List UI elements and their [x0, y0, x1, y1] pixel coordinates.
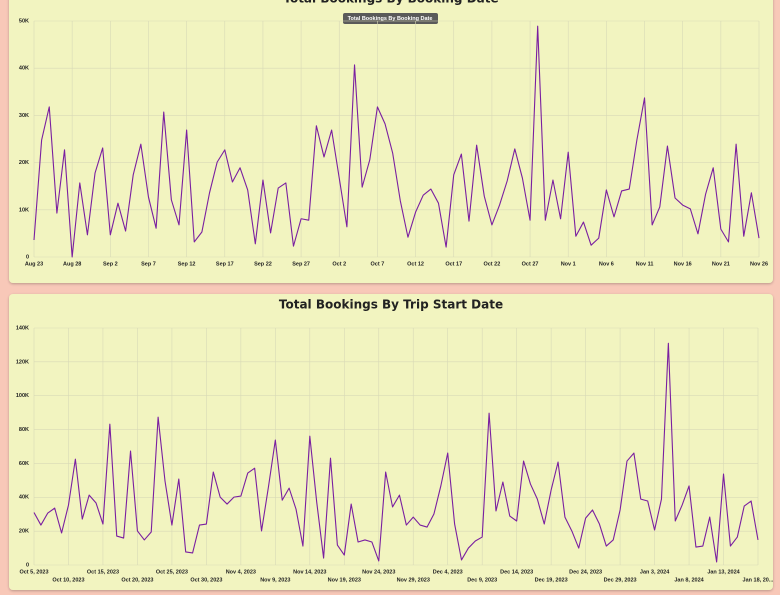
x-tick-label: Oct 22: [483, 261, 500, 267]
y-tick-label: 80K: [19, 427, 29, 433]
x-tick-label: Oct 17: [445, 261, 462, 267]
y-tick-label: 40K: [19, 66, 29, 72]
x-tick-label: Oct 7: [371, 261, 385, 267]
x-tick-label: Nov 11: [636, 261, 654, 267]
x-tick-label: Jan 8, 2024: [674, 577, 704, 583]
x-tick-label: Aug 23: [25, 261, 43, 267]
x-tick-label: Dec 14, 2023: [500, 569, 533, 575]
chart-title: Total Bookings By Trip Start Date: [279, 298, 503, 312]
x-tick-label: Nov 6: [599, 261, 614, 267]
panel: [9, 294, 773, 590]
x-tick-label: Oct 2: [332, 261, 346, 267]
y-tick-label: 50K: [19, 18, 29, 24]
x-tick-label: Oct 15, 2023: [87, 569, 119, 575]
x-tick-label: Nov 29, 2023: [397, 577, 430, 583]
y-tick-label: 10K: [19, 207, 29, 213]
x-tick-label: Sep 17: [216, 261, 234, 267]
x-tick-label: Sep 7: [141, 261, 156, 267]
y-tick-label: 0: [26, 562, 29, 568]
line: [33, 342, 759, 563]
x-tick-label: Oct 20, 2023: [121, 577, 153, 583]
x-tick-label: Oct 10, 2023: [52, 577, 84, 583]
y-tick-label: 20K: [19, 529, 29, 535]
x-tick-label: Sep 27: [292, 261, 310, 267]
y-tick-label: 60K: [19, 461, 29, 467]
y-tick-label: 100K: [16, 393, 29, 399]
x-tick-label: Nov 4, 2023: [226, 569, 256, 575]
x-tick-label: Nov 1: [561, 261, 576, 267]
y-tick-label: 30K: [19, 113, 29, 119]
x-tick-label: Dec 9, 2023: [467, 577, 497, 583]
x-tick-label: Nov 19, 2023: [328, 577, 361, 583]
line: [33, 25, 760, 258]
x-tick-label: Oct 12: [407, 261, 424, 267]
x-tick-label: Jan 18, 20...: [743, 577, 774, 583]
x-tick-label: Sep 12: [178, 261, 196, 267]
panel: [9, 0, 773, 283]
chart-title: Total Bookings By Booking Date: [283, 0, 498, 6]
x-tick-label: Oct 30, 2023: [190, 577, 222, 583]
x-tick-label: Dec 24, 2023: [569, 569, 602, 575]
x-tick-label: Oct 27: [522, 261, 539, 267]
x-tick-label: Dec 29, 2023: [604, 577, 637, 583]
x-tick-label: Sep 22: [254, 261, 272, 267]
x-tick-label: Jan 13, 2024: [707, 569, 740, 575]
x-tick-label: Nov 26: [750, 261, 768, 267]
x-tick-label: Jan 3, 2024: [640, 569, 670, 575]
x-tick-label: Nov 14, 2023: [293, 569, 326, 575]
y-tick-label: 0: [26, 254, 29, 260]
x-tick-label: Oct 25, 2023: [156, 569, 188, 575]
y-tick-label: 120K: [16, 359, 29, 365]
x-tick-label: Nov 9, 2023: [260, 577, 290, 583]
x-tick-label: Nov 24, 2023: [362, 569, 395, 575]
x-tick-label: Aug 28: [63, 261, 81, 267]
y-tick-label: 40K: [19, 495, 29, 501]
x-tick-label: Dec 19, 2023: [535, 577, 568, 583]
x-tick-label: Nov 16: [674, 261, 692, 267]
tooltip-text: Total Bookings By Booking Date: [348, 16, 433, 22]
x-tick-label: Nov 21: [712, 261, 730, 267]
y-tick-label: 140K: [16, 325, 29, 331]
y-tick-label: 20K: [19, 160, 29, 166]
x-tick-label: Oct 5, 2023: [19, 569, 48, 575]
x-tick-label: Dec 4, 2023: [433, 569, 463, 575]
x-tick-label: Sep 2: [103, 261, 118, 267]
